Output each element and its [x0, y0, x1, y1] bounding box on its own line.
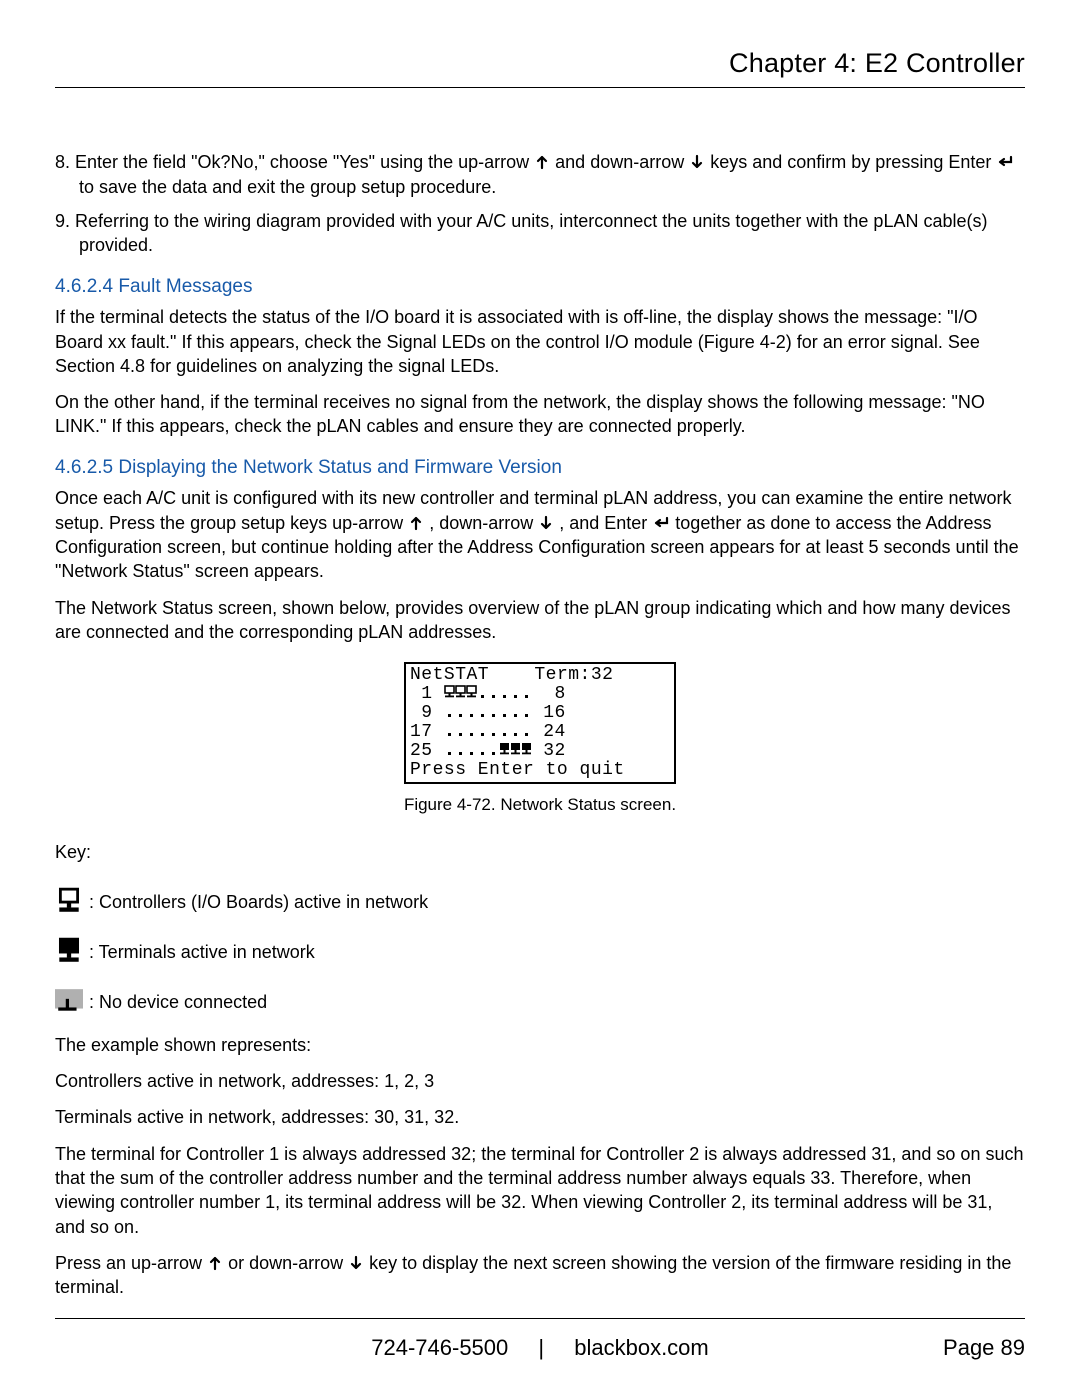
- controller-glyph-icon: [466, 685, 477, 698]
- down-arrow-icon: [538, 515, 554, 531]
- dot-glyph-icon: [510, 704, 521, 717]
- lcd-row-3-right: 24: [543, 722, 566, 742]
- example-intro: The example shown represents:: [55, 1033, 1025, 1057]
- lcd-prompt: Press Enter to quit: [410, 760, 625, 780]
- dot-glyph-icon: [521, 685, 532, 698]
- up-arrow-icon: [408, 515, 424, 531]
- dot-glyph-icon: [488, 685, 499, 698]
- dot-glyph-icon: [499, 704, 510, 717]
- controller-glyph-icon: [444, 685, 455, 698]
- dot-glyph-icon: [488, 723, 499, 736]
- dot-glyph-icon: [444, 723, 455, 736]
- network-status-screen: NetSTAT Term:32 1 8 9 16 17 24 25 32 Pre…: [404, 662, 676, 783]
- dot-glyph-icon: [455, 704, 466, 717]
- step-8-text-a: 8. Enter the field "Ok?No," choose "Yes"…: [55, 152, 534, 172]
- step-8-text-c: keys and confirm by pressing Enter: [705, 152, 996, 172]
- dot-glyph-icon: [488, 742, 499, 755]
- fault-p1: If the terminal detects the status of th…: [55, 305, 1025, 378]
- key-item-terminals-text: : Terminals active in network: [89, 940, 315, 964]
- chapter-title: Chapter 4: E2 Controller: [55, 45, 1025, 88]
- lcd-row-4-left: 25: [410, 741, 433, 761]
- footer-site: blackbox.com: [574, 1335, 709, 1360]
- step-8: 8. Enter the field "Ok?No," choose "Yes"…: [55, 150, 1025, 199]
- lcd-title-left: NetSTAT: [410, 665, 489, 685]
- terminal-glyph-icon: [521, 742, 532, 755]
- footer-page-number: Page 89: [943, 1333, 1025, 1363]
- dot-glyph-icon: [510, 685, 521, 698]
- dot-glyph-icon: [499, 685, 510, 698]
- dot-glyph-icon: [455, 723, 466, 736]
- example-controllers: Controllers active in network, addresses…: [55, 1069, 1025, 1093]
- dot-glyph-icon: [477, 742, 488, 755]
- dot-glyph-icon: [444, 704, 455, 717]
- up-arrow-icon: [534, 154, 550, 170]
- fault-p2: On the other hand, if the terminal recei…: [55, 390, 1025, 439]
- netstat-p1: Once each A/C unit is configured with it…: [55, 486, 1025, 583]
- dot-glyph-icon: [510, 723, 521, 736]
- key-item-no-device-text: : No device connected: [89, 990, 267, 1014]
- heading-network-status: 4.6.2.5 Displaying the Network Status an…: [55, 455, 1025, 481]
- lcd-display: NetSTAT Term:32 1 8 9 16 17 24 25 32 Pre…: [404, 662, 676, 783]
- dot-glyph-icon: [455, 742, 466, 755]
- key-item-terminals: : Terminals active in network: [55, 937, 1025, 965]
- controller-icon: [55, 887, 83, 915]
- key-item-controllers: : Controllers (I/O Boards) active in net…: [55, 887, 1025, 915]
- dot-glyph-icon: [488, 704, 499, 717]
- dot-glyph-icon: [499, 723, 510, 736]
- figure-caption: Figure 4-72. Network Status screen.: [55, 794, 1025, 817]
- netstat-p1b: , down-arrow: [424, 513, 538, 533]
- heading-fault-messages: 4.6.2.4 Fault Messages: [55, 274, 1025, 300]
- key-item-no-device: : No device connected: [55, 987, 1025, 1015]
- terminal-glyph-icon: [499, 742, 510, 755]
- dot-glyph-icon: [444, 742, 455, 755]
- terminal-icon: [55, 937, 83, 965]
- lcd-row-2-left: 9: [410, 703, 433, 723]
- firmware-instruction: Press an up-arrow or down-arrow key to d…: [55, 1251, 1025, 1300]
- dot-glyph-icon: [477, 704, 488, 717]
- footer-separator: |: [538, 1335, 544, 1360]
- firmware-text-a: Press an up-arrow: [55, 1253, 207, 1273]
- lcd-row-1-right: 8: [543, 684, 566, 704]
- example-addressing: The terminal for Controller 1 is always …: [55, 1142, 1025, 1239]
- netstat-p1c: , and Enter: [554, 513, 652, 533]
- step-9: 9. Referring to the wiring diagram provi…: [55, 209, 1025, 258]
- no-device-icon: [55, 987, 83, 1015]
- firmware-text-b: or down-arrow: [223, 1253, 348, 1273]
- dot-glyph-icon: [521, 704, 532, 717]
- step-8-text-b: and down-arrow: [550, 152, 689, 172]
- down-arrow-icon: [348, 1255, 364, 1271]
- terminal-glyph-icon: [510, 742, 521, 755]
- netstat-p2: The Network Status screen, shown below, …: [55, 596, 1025, 645]
- example-terminals: Terminals active in network, addresses: …: [55, 1105, 1025, 1129]
- dot-glyph-icon: [466, 723, 477, 736]
- enter-icon: [652, 515, 670, 531]
- key-item-controllers-text: : Controllers (I/O Boards) active in net…: [89, 890, 428, 914]
- step-8-text-d: to save the data and exit the group setu…: [79, 177, 496, 197]
- dot-glyph-icon: [466, 742, 477, 755]
- dot-glyph-icon: [477, 723, 488, 736]
- lcd-title-right: Term:32: [534, 665, 613, 685]
- key-label: Key:: [55, 840, 1025, 864]
- down-arrow-icon: [689, 154, 705, 170]
- footer-phone: 724-746-5500: [371, 1335, 508, 1360]
- lcd-row-4-right: 32: [543, 741, 566, 761]
- lcd-row-2-right: 16: [543, 703, 566, 723]
- controller-glyph-icon: [455, 685, 466, 698]
- page-footer: 724-746-5500 | blackbox.com Page 89: [55, 1318, 1025, 1363]
- enter-icon: [996, 154, 1014, 170]
- lcd-row-1-left: 1: [410, 684, 433, 704]
- dot-glyph-icon: [521, 723, 532, 736]
- up-arrow-icon: [207, 1255, 223, 1271]
- lcd-row-3-left: 17: [410, 722, 433, 742]
- dot-glyph-icon: [466, 704, 477, 717]
- dot-glyph-icon: [477, 685, 488, 698]
